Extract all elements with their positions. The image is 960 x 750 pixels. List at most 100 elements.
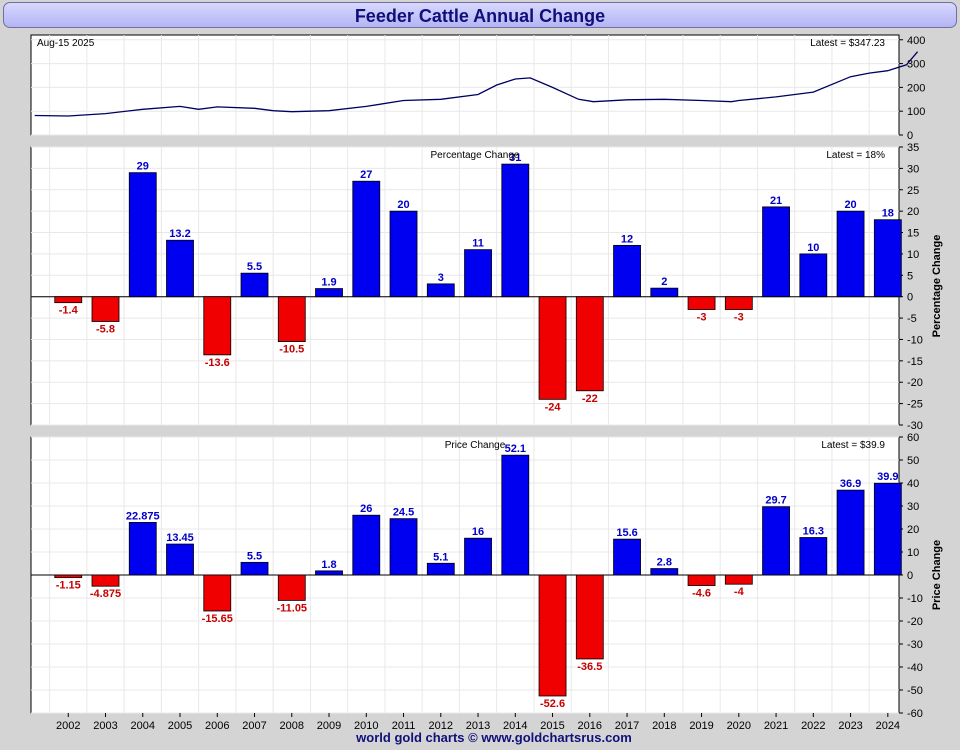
chg-data-label-2017: 15.6 — [616, 527, 637, 539]
x-tick-label-2022: 2022 — [801, 720, 825, 732]
pct-data-label-2018: 2 — [661, 276, 667, 288]
chg-data-label-2018: 2.8 — [657, 557, 672, 569]
pct-bar-2024 — [873, 219, 902, 298]
chg-bar-2008 — [277, 574, 306, 601]
pct-ytick-label: 35 — [907, 142, 919, 154]
x-tick-label-2017: 2017 — [615, 720, 639, 732]
x-tick-label-2020: 2020 — [727, 720, 751, 732]
pct-data-label-2017: 12 — [621, 233, 633, 245]
chg-data-label-2009: 1.8 — [321, 559, 336, 571]
pct-bar-2020 — [724, 296, 753, 310]
x-tick-label-2004: 2004 — [131, 720, 155, 732]
pct-data-label-2011: 20 — [397, 199, 409, 211]
pct-data-label-2010: 27 — [360, 169, 372, 181]
chg-data-label-2004: 22.875 — [126, 510, 160, 522]
x-tick-label-2003: 2003 — [93, 720, 117, 732]
pct-data-label-2008: -10.5 — [279, 344, 304, 356]
chg-data-label-2003: -4.875 — [90, 588, 121, 600]
pct-ytick-label: 5 — [907, 270, 913, 282]
pct-data-label-2019: -3 — [697, 312, 707, 324]
pct-bar-2018 — [650, 287, 679, 298]
pct-data-label-2023: 20 — [844, 199, 856, 211]
chg-panel-title: Price Change — [445, 440, 506, 451]
chg-bar-2012 — [426, 562, 455, 576]
chg-bar-2022 — [799, 537, 828, 576]
chg-ytick-label: -20 — [907, 616, 923, 628]
pct-ytick-label: 20 — [907, 206, 919, 218]
chg-data-label-2013: 16 — [472, 526, 484, 538]
x-tick-label-2019: 2019 — [689, 720, 713, 732]
chg-ytick-label: 40 — [907, 478, 919, 490]
chg-bar-2016 — [575, 574, 604, 660]
chg-data-label-2012: 5.1 — [433, 551, 448, 563]
pct-data-label-2004: 29 — [137, 161, 149, 173]
chg-bar-2006 — [203, 574, 232, 612]
chg-bar-2014 — [501, 454, 530, 576]
chg-data-label-2007: 5.5 — [247, 550, 262, 562]
pct-data-label-2021: 21 — [770, 195, 782, 207]
pct-bar-2004 — [128, 172, 157, 298]
chg-ytick-label: 50 — [907, 455, 919, 467]
pct-bar-2002 — [54, 296, 83, 304]
pct-bar-2007 — [240, 272, 269, 298]
pct-bar-2012 — [426, 283, 455, 298]
chg-ytick-label: 0 — [907, 570, 913, 582]
pct-ytick-label: -15 — [907, 356, 923, 368]
pct-ytick-label: -30 — [907, 420, 923, 432]
chg-data-label-2006: -15.65 — [202, 613, 233, 625]
pct-data-label-2005: 13.2 — [169, 228, 190, 240]
chg-data-label-2022: 16.3 — [803, 526, 824, 538]
pct-panel-title: Percentage Change — [431, 150, 520, 161]
price-line — [34, 51, 919, 117]
pct-bar-2009 — [315, 288, 343, 298]
x-tick-label-2023: 2023 — [838, 720, 862, 732]
pct-y-axis-label: Percentage Change — [931, 235, 943, 338]
chg-header-latest: Latest = $39.9 — [821, 440, 885, 451]
chg-data-label-2020: -4 — [734, 586, 745, 598]
pct-bar-2005 — [166, 239, 194, 298]
chg-bar-2011 — [389, 518, 418, 576]
chg-ytick-label: 10 — [907, 547, 919, 559]
chg-data-label-2023: 36.9 — [840, 478, 861, 490]
chg-data-label-2019: -4.6 — [692, 588, 711, 600]
chg-bar-2024 — [873, 482, 902, 576]
pct-header-latest: Latest = 18% — [826, 150, 885, 161]
x-tick-label-2013: 2013 — [466, 720, 490, 732]
pct-data-label-2022: 10 — [807, 242, 819, 254]
chg-ytick-label: 20 — [907, 524, 919, 536]
pct-bar-2003 — [91, 296, 120, 322]
chart-title: Feeder Cattle Annual Change — [354, 6, 606, 26]
pct-ytick-label: 25 — [907, 185, 919, 197]
pct-data-label-2013: 11 — [472, 238, 484, 250]
x-tick-label-2016: 2016 — [578, 720, 602, 732]
pct-bar-2023 — [836, 210, 865, 298]
chg-bar-2021 — [762, 506, 790, 576]
chg-data-label-2015: -52.6 — [540, 698, 565, 710]
pct-data-label-2020: -3 — [734, 312, 744, 324]
pct-data-label-2003: -5.8 — [96, 323, 115, 335]
x-tick-label-2007: 2007 — [242, 720, 266, 732]
title-bar: Feeder Cattle Annual Change — [3, 2, 957, 28]
chg-bar-2003 — [91, 574, 120, 587]
chg-bar-2013 — [464, 537, 492, 576]
pct-ytick-label: 15 — [907, 228, 919, 240]
pct-ytick-label: 10 — [907, 249, 919, 261]
pct-ytick-label: 30 — [907, 163, 919, 175]
chg-bar-2009 — [315, 570, 343, 576]
chg-data-label-2016: -36.5 — [577, 661, 602, 673]
price-panel-tick-label: 300 — [907, 59, 925, 71]
chg-bar-2018 — [650, 568, 679, 576]
pct-bar-2021 — [762, 206, 790, 298]
chg-ytick-label: -30 — [907, 639, 923, 651]
pct-data-label-2015: -24 — [545, 401, 562, 413]
x-tick-label-2018: 2018 — [652, 720, 676, 732]
pct-data-label-2007: 5.5 — [247, 261, 262, 273]
pct-ytick-label: -25 — [907, 399, 923, 411]
chg-ytick-label: 60 — [907, 432, 919, 444]
chg-bar-2015 — [538, 574, 567, 697]
price-panel-tick-label: 200 — [907, 82, 925, 94]
price-header-latest: Latest = $347.23 — [810, 38, 885, 49]
x-tick-label-2014: 2014 — [503, 720, 527, 732]
